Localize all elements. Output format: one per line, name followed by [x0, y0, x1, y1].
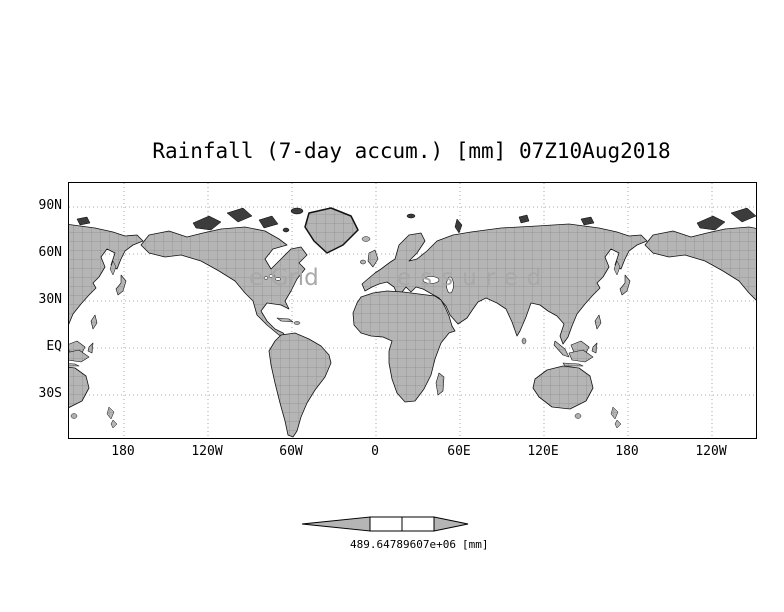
continent-africa	[352, 290, 456, 403]
iceland	[361, 236, 371, 242]
colorbar-tick-right: 4789607e+06	[383, 538, 456, 551]
world-wrap-east	[644, 207, 756, 438]
arctic-islands-canada	[192, 207, 304, 233]
colorbar-svg	[301, 516, 469, 532]
colorbar-cell-2	[401, 516, 435, 532]
world-map-svg	[69, 183, 756, 438]
arctic-islands-russia	[406, 213, 595, 234]
tasmania	[574, 413, 582, 419]
lat-tick-60n: 60N	[38, 245, 62, 260]
watermark-text-left: e Grid	[249, 265, 319, 291]
inland-seas	[422, 276, 454, 294]
lon-tick-1: 120W	[191, 444, 223, 459]
sri-lanka	[521, 337, 527, 345]
map-plot-area: e Grid essured	[68, 182, 757, 439]
cuba	[276, 317, 294, 323]
great-britain	[367, 249, 379, 268]
colorbar-tick-left: 489.6	[350, 538, 384, 551]
plot-title: Rainfall (7-day accum.) [mm] 07Z10Aug201…	[152, 139, 671, 163]
new-zealand-south	[614, 419, 622, 429]
colorbar-labels: 489.6 4789607e+06 [mm]	[350, 538, 488, 551]
colorbar-cell-1	[369, 516, 403, 532]
colorbar-left-arrow	[301, 516, 371, 532]
ireland	[359, 259, 367, 265]
greenland	[304, 207, 359, 254]
madagascar	[435, 372, 445, 396]
lon-tick-5: 120E	[527, 444, 559, 459]
continent-australia	[532, 365, 594, 410]
lat-tick-30n: 30N	[38, 292, 62, 307]
lon-tick-7: 120W	[695, 444, 727, 459]
sakhalin	[613, 260, 621, 276]
japan	[619, 274, 631, 296]
hispaniola	[293, 321, 301, 325]
lat-tick-eq: EQ	[46, 339, 62, 354]
lon-tick-0: 180	[111, 444, 135, 459]
colorbar-unit-label: [mm]	[461, 538, 489, 551]
lat-tick-90n: 90N	[38, 198, 62, 213]
watermark-text-right: essured	[397, 265, 551, 291]
continent-north-america	[140, 226, 308, 339]
continent-south-america	[268, 332, 332, 438]
new-zealand-north	[610, 406, 619, 420]
southeast-asia-islands	[553, 314, 602, 367]
great-lakes	[263, 274, 281, 281]
colorbar-right-arrow	[433, 516, 469, 532]
lon-tick-6: 180	[615, 444, 639, 459]
lon-tick-3: 0	[371, 444, 379, 459]
lat-tick-30s: 30S	[38, 386, 62, 401]
world-landmasses	[140, 207, 648, 438]
lon-tick-4: 60E	[447, 444, 471, 459]
colorbar-legend	[300, 515, 472, 533]
world-wrap-west	[69, 207, 144, 438]
lon-tick-2: 60W	[279, 444, 303, 459]
